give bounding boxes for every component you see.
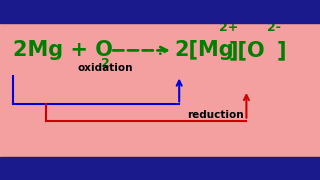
Text: 2[Mg: 2[Mg	[174, 40, 234, 60]
Text: 2-: 2-	[267, 21, 281, 33]
Text: 2+: 2+	[219, 21, 239, 33]
Text: 2: 2	[101, 57, 109, 69]
Text: reduction: reduction	[187, 110, 244, 120]
Text: 2Mg + O: 2Mg + O	[13, 40, 113, 60]
Text: ]: ]	[277, 40, 286, 60]
Bar	[0, 157, 320, 180]
Bar	[0, 0, 320, 23]
Text: oxidation: oxidation	[77, 63, 133, 73]
Text: ][O: ][O	[229, 40, 265, 60]
